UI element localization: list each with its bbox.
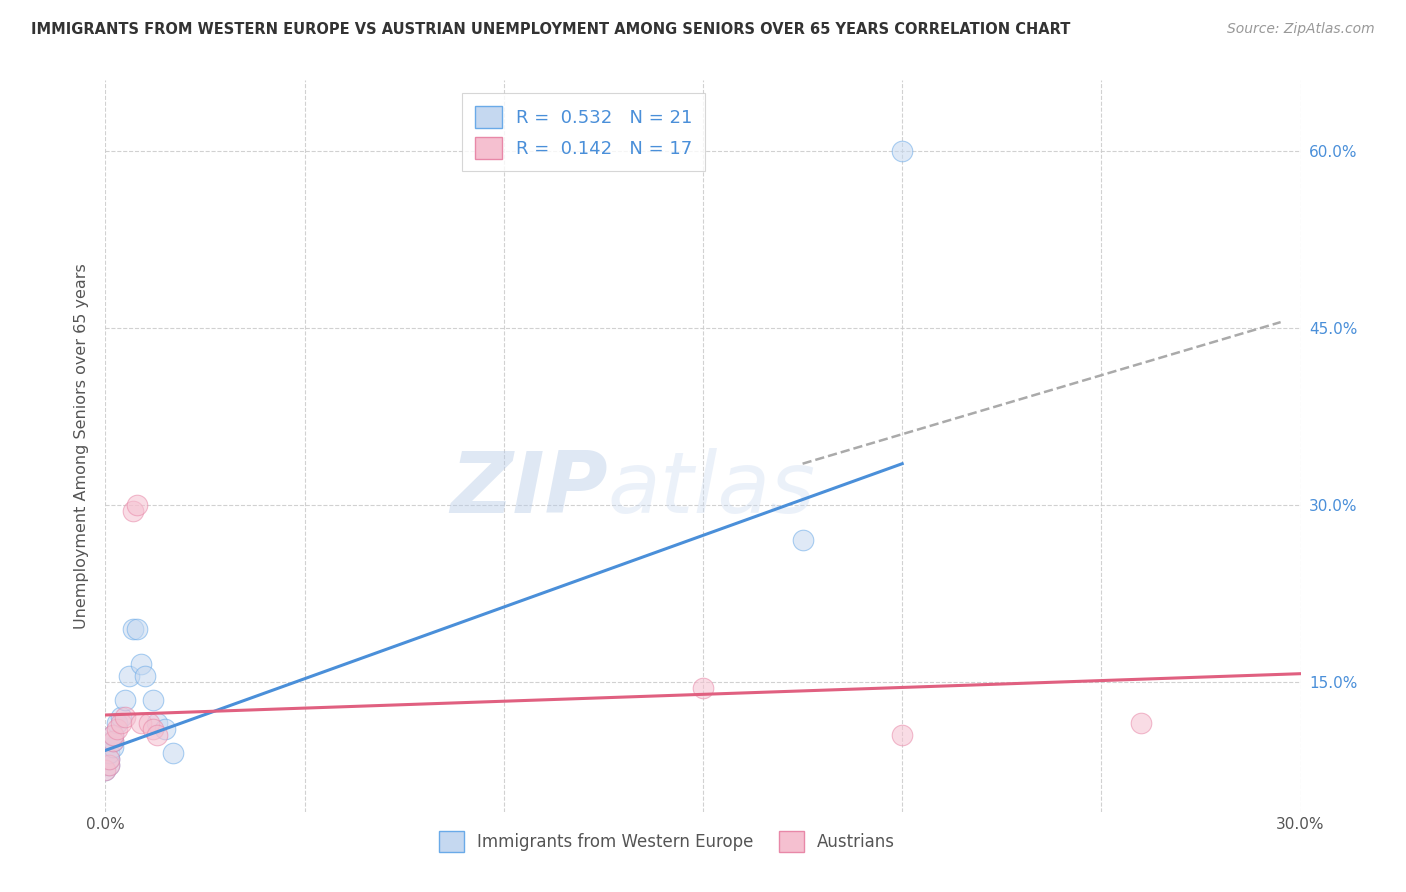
Point: [127, 622, 149, 636]
Point: [94, 764, 117, 778]
Legend: Immigrants from Western Europe, Austrians: Immigrants from Western Europe, Austrian…: [433, 824, 901, 858]
Point: [129, 657, 153, 672]
Point: [98, 751, 121, 765]
Point: [138, 716, 160, 731]
Point: [98, 751, 121, 765]
Text: Source: ZipAtlas.com: Source: ZipAtlas.com: [1227, 22, 1375, 37]
Point: [891, 728, 914, 742]
Point: [98, 757, 121, 772]
Point: [107, 716, 129, 731]
Point: [114, 692, 136, 706]
Point: [98, 746, 121, 760]
Point: [122, 622, 145, 636]
Point: [891, 144, 914, 158]
Point: [103, 728, 125, 742]
Point: [162, 746, 184, 760]
Point: [107, 722, 129, 736]
Point: [792, 533, 814, 548]
Point: [134, 669, 156, 683]
Point: [1130, 716, 1153, 731]
Point: [129, 716, 153, 731]
Point: [114, 710, 136, 724]
Text: IMMIGRANTS FROM WESTERN EUROPE VS AUSTRIAN UNEMPLOYMENT AMONG SENIORS OVER 65 YE: IMMIGRANTS FROM WESTERN EUROPE VS AUSTRI…: [31, 22, 1070, 37]
Point: [146, 728, 169, 742]
Point: [122, 504, 145, 518]
Point: [692, 681, 714, 695]
Point: [103, 739, 125, 754]
Point: [110, 716, 132, 731]
Point: [118, 669, 141, 683]
Point: [127, 498, 149, 512]
Text: ZIP: ZIP: [450, 449, 607, 532]
Point: [98, 757, 121, 772]
Point: [103, 734, 125, 748]
Point: [153, 722, 177, 736]
Point: [146, 716, 169, 731]
Point: [94, 764, 117, 778]
Text: atlas: atlas: [607, 449, 815, 532]
Point: [110, 710, 132, 724]
Point: [103, 728, 125, 742]
Y-axis label: Unemployment Among Seniors over 65 years: Unemployment Among Seniors over 65 years: [73, 263, 89, 629]
Point: [142, 692, 165, 706]
Point: [103, 734, 125, 748]
Point: [142, 722, 165, 736]
